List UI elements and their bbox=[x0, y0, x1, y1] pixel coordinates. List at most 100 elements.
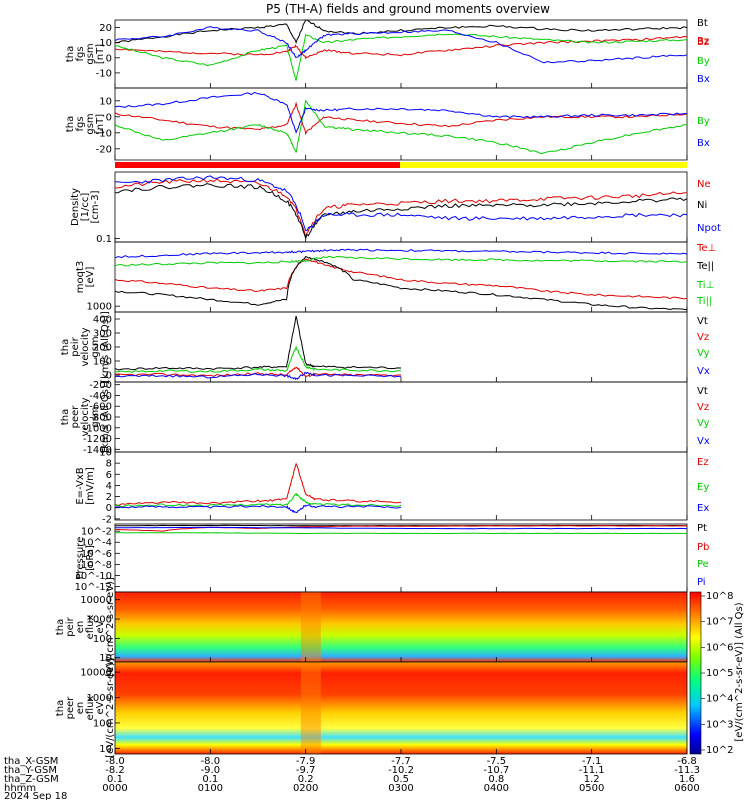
legend-entry: Te⊥ bbox=[696, 243, 716, 254]
y-tick-label: -1000 bbox=[83, 423, 112, 434]
y-tick-label: -1200 bbox=[83, 434, 112, 445]
y-tick-label: 100 bbox=[93, 718, 112, 729]
y-axis-label: eV bbox=[95, 620, 106, 633]
ephemeris-value-X: -8.0 bbox=[201, 756, 221, 767]
y-tick-label: 1000 bbox=[87, 693, 112, 704]
y-axis-label: tha bbox=[65, 46, 76, 62]
series-Te|| bbox=[114, 255, 688, 311]
y-tick-label: 10 bbox=[99, 96, 112, 107]
series-Ex bbox=[114, 504, 402, 514]
ephemeris-row-label: tha_Y-GSM bbox=[4, 765, 57, 776]
y-axis-label: [km/s (All Qs)] bbox=[100, 381, 111, 453]
y-axis-label: peer bbox=[65, 696, 76, 720]
y-axis-label: E=-VxB bbox=[75, 467, 86, 504]
y-tick-label: -400 bbox=[89, 391, 112, 402]
y-axis-label: gsm bbox=[85, 113, 96, 134]
y-axis-label: moqt3 bbox=[75, 261, 86, 294]
y-axis-label: [eV] bbox=[85, 267, 96, 288]
y-tick-label: 0 bbox=[106, 503, 112, 514]
ephemeris-value-hhmm: 0500 bbox=[579, 783, 604, 794]
panel-peer-velocity: -200-400-600-800-1000-1200-1400 tha peer ve… bbox=[60, 380, 710, 456]
y-axis-label: tha bbox=[55, 700, 66, 716]
legend-entry: Bt bbox=[697, 18, 708, 29]
y-tick-label: 1000 bbox=[87, 615, 112, 626]
y-tick-label: 400 bbox=[93, 315, 112, 326]
legend-entry: Bx bbox=[697, 138, 710, 149]
y-axis-label: gsm bbox=[90, 336, 101, 357]
y-axis-label: Density bbox=[70, 188, 81, 226]
y-axis-label: peir bbox=[70, 336, 81, 356]
y-tick-label: -800 bbox=[89, 413, 112, 424]
colorbar-tick-label: 10^6 bbox=[706, 642, 733, 653]
legend-entry: Vx bbox=[697, 436, 710, 447]
legend-entry: Bx bbox=[697, 74, 710, 85]
ephemeris-value-hhmm: 0600 bbox=[674, 783, 699, 794]
y-tick-label: 200 bbox=[93, 343, 112, 354]
ephemeris-value-Y: -11.3 bbox=[674, 765, 700, 776]
series-Vy bbox=[114, 345, 401, 374]
legend-entry: Vy bbox=[697, 348, 710, 359]
panel-peer-spectrogram: 10000 1000 100 10 tha peer en eflux eV [eV/(cm^2-… bbox=[55, 658, 688, 758]
y-tick-label: 8 bbox=[106, 459, 112, 470]
series-Ez bbox=[114, 462, 402, 507]
series-Ni bbox=[114, 183, 688, 240]
y-tick-label: 10 bbox=[99, 448, 112, 459]
y-tick-label: 10^-10 bbox=[75, 571, 112, 582]
series-Ti|| bbox=[114, 248, 688, 259]
series-Bz bbox=[114, 101, 688, 136]
legend-entry: Bz bbox=[697, 36, 709, 47]
ephemeris-value-X: -7.1 bbox=[582, 756, 602, 767]
series-Bz bbox=[114, 35, 688, 60]
series-By bbox=[114, 33, 688, 81]
ephemeris-value-X: -7.7 bbox=[391, 756, 411, 767]
panel-frame bbox=[114, 381, 688, 453]
series-Ne bbox=[114, 178, 688, 239]
y-tick-label: 10 bbox=[99, 744, 112, 755]
y-tick-label: 0 bbox=[106, 371, 112, 382]
series-Te⊥ bbox=[114, 258, 688, 300]
ephemeris-value-Z: 1.2 bbox=[584, 774, 600, 785]
y-tick-label: 10 bbox=[99, 653, 112, 664]
ephemeris-value-Z: 1.6 bbox=[679, 774, 695, 785]
panel-peir-spectrogram: 10000 1000 100 10 tha peir en eflux eV [eV/(cm^2-… bbox=[55, 577, 688, 677]
ephemeris-value-Y: -9.0 bbox=[201, 765, 221, 776]
colorbar-gradient bbox=[689, 591, 702, 755]
ephemeris-row-label: tha_Z-GSM bbox=[4, 774, 59, 785]
y-axis-label: gsm bbox=[90, 406, 101, 427]
series-By bbox=[114, 99, 688, 155]
y-axis-label: [nPa] bbox=[85, 545, 96, 571]
ephemeris-value-Y: -8.2 bbox=[105, 765, 125, 776]
legend-entry: Ey bbox=[697, 482, 709, 493]
y-axis-label: tha bbox=[60, 409, 71, 425]
ephemeris-value-hhmm: 0000 bbox=[102, 783, 127, 794]
y-tick-label: -20 bbox=[96, 144, 112, 155]
legend-entry: By bbox=[697, 56, 710, 67]
y-axis-label: eflux bbox=[85, 696, 96, 721]
y-axis-label: eflux bbox=[85, 615, 96, 640]
legend-entry: Vz bbox=[697, 402, 709, 413]
panel-frame bbox=[114, 171, 688, 243]
legend-entry: Vx bbox=[697, 366, 710, 377]
y-axis-label: velocity bbox=[80, 397, 91, 436]
series-Bx bbox=[114, 26, 688, 64]
ephemeris-value-hhmm: 0400 bbox=[484, 783, 509, 794]
y-axis-label: peir bbox=[65, 616, 76, 636]
legend-entry: Ne bbox=[697, 179, 711, 190]
legend-entry: Npot bbox=[697, 223, 721, 234]
colorbar: 10^2 10^3 10^4 10^5 10^6 10^7 10^8 [eV/(cm^2-s… bbox=[689, 591, 745, 756]
y-tick-label: 100 bbox=[93, 634, 112, 645]
y-tick-label: -200 bbox=[89, 380, 112, 391]
legend-entry: Pt bbox=[697, 523, 707, 534]
series-Bx bbox=[114, 91, 687, 135]
spectrogram-peir-spectrogram bbox=[115, 592, 687, 662]
y-tick-label: -600 bbox=[89, 402, 112, 413]
panel-frame bbox=[114, 451, 688, 521]
y-tick-label: 2 bbox=[106, 492, 112, 503]
ephemeris-value-hhmm: 0300 bbox=[388, 783, 413, 794]
ephemeris-value-X: -7.5 bbox=[487, 756, 507, 767]
